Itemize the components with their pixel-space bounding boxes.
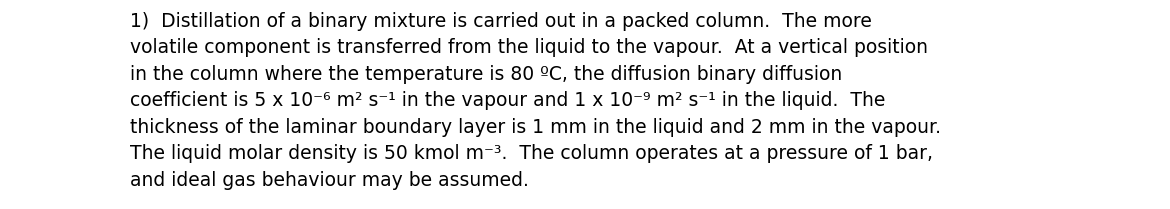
Text: The liquid molar density is 50 kmol m⁻³.  The column operates at a pressure of 1: The liquid molar density is 50 kmol m⁻³.…: [130, 144, 932, 163]
Text: and ideal gas behaviour may be assumed.: and ideal gas behaviour may be assumed.: [130, 171, 529, 190]
Text: thickness of the laminar boundary layer is 1 mm in the liquid and 2 mm in the va: thickness of the laminar boundary layer …: [130, 118, 941, 137]
Text: in the column where the temperature is 80 ºC, the diffusion binary diffusion: in the column where the temperature is 8…: [130, 65, 842, 84]
Text: 1)  Distillation of a binary mixture is carried out in a packed column.  The mor: 1) Distillation of a binary mixture is c…: [130, 12, 872, 31]
Text: coefficient is 5 x 10⁻⁶ m² s⁻¹ in the vapour and 1 x 10⁻⁹ m² s⁻¹ in the liquid. : coefficient is 5 x 10⁻⁶ m² s⁻¹ in the va…: [130, 91, 886, 110]
Text: volatile component is transferred from the liquid to the vapour.  At a vertical : volatile component is transferred from t…: [130, 38, 928, 57]
